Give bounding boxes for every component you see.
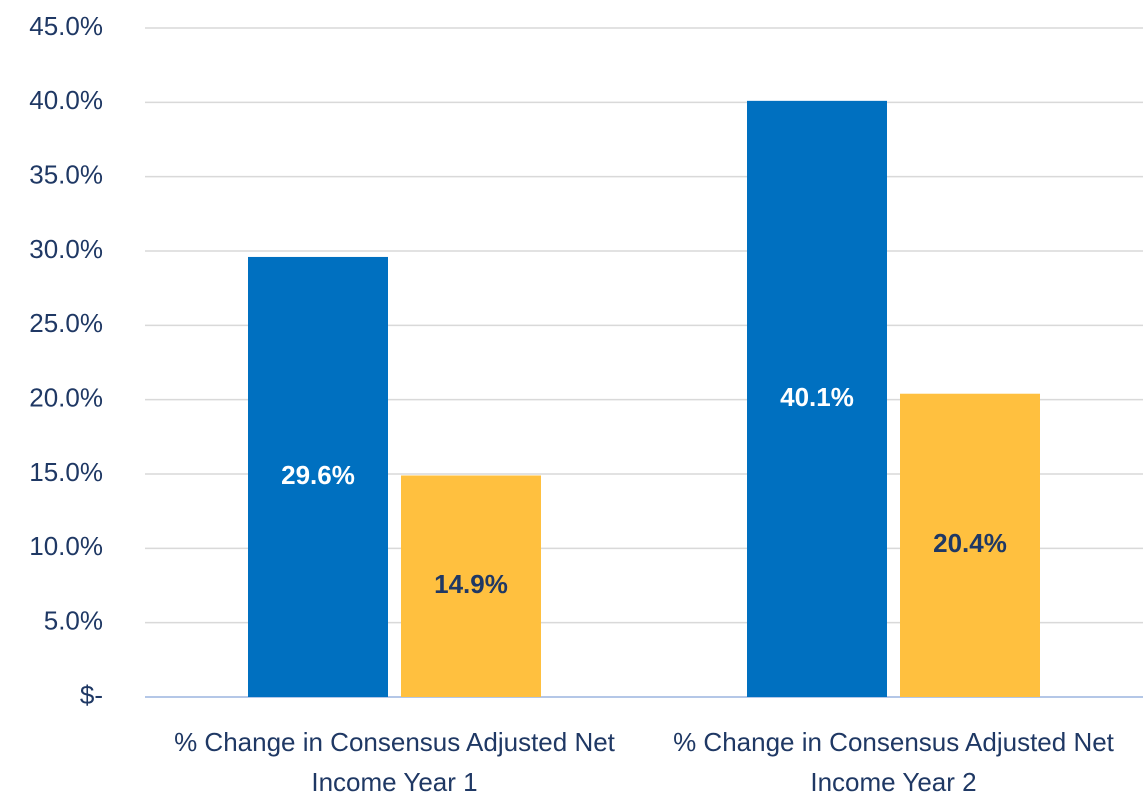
value-label: 29.6% [281,460,355,490]
y-tick-label: $- [80,680,103,710]
bar [747,100,887,697]
bar [248,256,388,697]
value-label: 40.1% [780,382,854,412]
y-tick-label: 15.0% [29,457,103,487]
y-tick-label: 5.0% [44,606,103,636]
y-tick-label: 25.0% [29,308,103,338]
y-tick-label: 45.0% [29,11,103,41]
x-tick-label: % Change in Consensus Adjusted Net Incom… [174,727,615,797]
x-tick-label: % Change in Consensus Adjusted Net Incom… [673,727,1114,797]
bar [401,475,541,697]
value-label: 20.4% [933,528,1007,558]
y-tick-label: 35.0% [29,160,103,190]
bar [900,393,1040,697]
value-label: 14.9% [434,569,508,599]
y-tick-label: 40.0% [29,85,103,115]
y-tick-label: 20.0% [29,383,103,413]
y-tick-label: 10.0% [29,531,103,561]
y-tick-label: 30.0% [29,234,103,264]
